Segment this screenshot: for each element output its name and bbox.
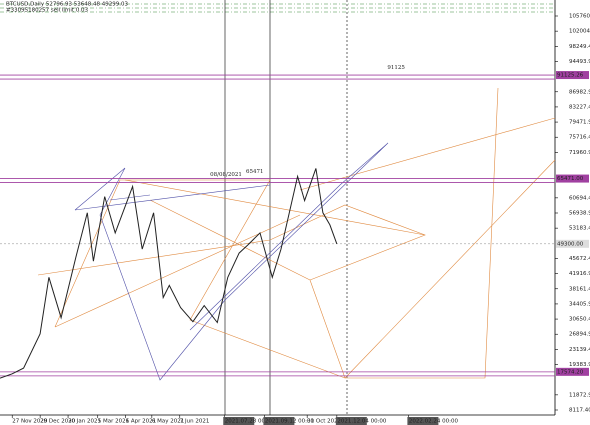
x-tick-label: 2021.07.28 00:00 [225,419,275,425]
price-tag-box [556,367,589,376]
x-tick-box [223,417,255,425]
x-tick-label: 6 May 2021 [152,419,184,425]
trend-line [37,87,499,379]
price-tag-box [556,174,589,183]
x-tick-label: 6 Apr 2021 [126,419,157,425]
x-tick-label: 2022.02.24 00:00 [409,419,459,425]
y-tick-label: 19383.90 [569,362,590,368]
x-tick-label: 27 Nov 2020 [12,419,48,425]
y-tick-label: 83227.40 [569,104,590,110]
y-tick-label: 23139.40 [569,347,590,353]
x-tick-box [263,417,295,425]
y-tick-label: 38161.40 [569,286,590,292]
annotation: 65471 [246,169,264,175]
y-tick-label: 11872.90 [569,392,590,398]
x-tick-label: 31 Oct 2021 [307,419,341,425]
trend-line [54,179,346,379]
y-tick-label: 94493.90 [569,59,590,65]
trend-line [149,199,311,281]
price-tag: 49300.00 [557,241,584,247]
y-tick-label: 71960.90 [569,150,590,156]
price-tag: 65471.00 [557,176,584,182]
annotation: 08/08/2021 [210,172,242,178]
x-tick-box [407,417,439,425]
y-tick-label: 30650.40 [569,317,590,323]
y-tick-label: 75716.40 [569,135,590,141]
header-text: #33095180257 sell limit 0.03 [6,8,88,14]
x-tick-box [335,417,367,425]
x-tick-label: 7 Jun 2021 [180,419,210,425]
y-tick-label: 86982.90 [569,89,590,95]
y-tick-label: 26894.90 [569,332,590,338]
x-tick-label: 2021.09.12 00:00 [265,419,315,425]
price-tag-box [556,239,589,248]
y-tick-label: 53183.40 [569,226,590,232]
y-tick-label: 45672.40 [569,256,590,262]
header-text: BTCUSD,Daily 52796.93 53648.48 49299.03 [6,2,129,8]
trend-line [74,142,389,381]
annotation: 91125 [387,65,405,71]
price-tag: 91125.26 [557,73,584,79]
trend-line [109,194,151,201]
y-tick-label: 8117.40 [569,407,590,413]
x-tick-label: 29 Dec 2020 [40,419,76,425]
trend-line [299,117,556,191]
y-tick-label: 102004.90 [569,29,590,35]
price-tag-box [556,71,589,80]
y-tick-label: 56938.90 [569,210,590,216]
y-tick-label: 34405.90 [569,301,590,307]
y-tick-label: 60694.40 [569,195,590,201]
trend-line [124,179,426,236]
price-tag: 17574.20 [557,369,584,375]
trend-line [344,159,556,379]
y-tick-label: 79471.90 [569,120,590,126]
x-tick-label: 5 Mar 2021 [98,419,129,425]
price-line [0,168,338,379]
y-tick-label: 98249.40 [569,44,590,50]
y-tick-label: 105760.40 [569,13,590,19]
y-tick-label: 41916.90 [569,271,590,277]
x-tick-label: 30 Jan 2021 [68,419,101,425]
x-tick-label: 2021.12.04 00:00 [337,419,387,425]
